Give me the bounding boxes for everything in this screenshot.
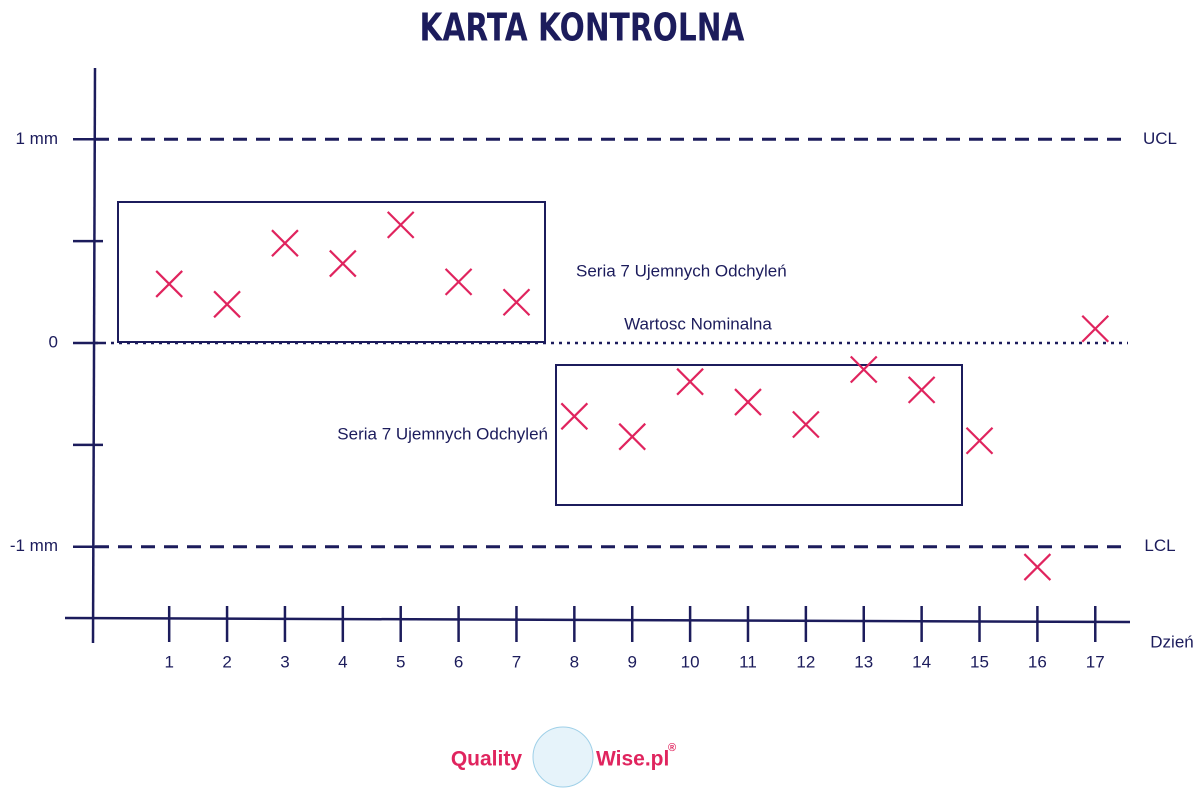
x-tick-label: 16 <box>1028 652 1047 671</box>
point <box>155 270 183 298</box>
logo-mark: ® <box>668 742 676 754</box>
x-tick-label: 15 <box>970 652 989 671</box>
x-axis-label: Dzień <box>1150 632 1193 651</box>
x-tick-label: 7 <box>512 652 521 671</box>
point <box>502 288 531 317</box>
point <box>386 211 415 239</box>
control-line-label: LCL <box>1144 536 1175 555</box>
point <box>907 376 936 404</box>
point <box>1023 553 1052 581</box>
control-line-label: UCL <box>1143 129 1177 148</box>
x-tick-label: 5 <box>396 652 405 671</box>
annotation: Seria 7 Ujemnych Odchyleń <box>337 424 548 443</box>
y-tick-label: 1 mm <box>16 129 59 148</box>
x-tick-label: 3 <box>280 652 289 671</box>
logo-left: Quality <box>451 748 523 771</box>
x-tick-label: 4 <box>338 652 347 671</box>
point <box>444 268 473 296</box>
y-tick-label: 0 <box>49 332 58 351</box>
x-tick-label: 6 <box>454 652 463 671</box>
annotation: Seria 7 Ujemnych Odchyleń <box>576 261 787 280</box>
point <box>560 402 589 431</box>
x-tick-label: 2 <box>222 652 231 671</box>
x-axis <box>64 616 1131 624</box>
x-tick-label: 13 <box>854 652 873 671</box>
x-tick-label: 9 <box>627 652 636 671</box>
point <box>618 422 647 451</box>
point <box>849 355 878 384</box>
logo-icon <box>532 726 594 788</box>
x-tick-label: 10 <box>681 652 700 671</box>
x-tick-label: 1 <box>164 652 173 671</box>
x-tick-label: 11 <box>739 652 757 671</box>
x-tick-label: 8 <box>570 652 579 671</box>
x-tick-label: 14 <box>912 652 931 671</box>
point <box>213 290 241 319</box>
point <box>271 229 299 257</box>
y-tick-label: -1 mm <box>10 536 58 555</box>
logo: Quality Wise.pl ® <box>451 726 676 788</box>
chart-title: KARTA KONTROLNA <box>420 6 745 51</box>
x-tick-label: 12 <box>796 652 815 671</box>
point <box>676 367 704 396</box>
annotation-box <box>117 201 546 343</box>
point <box>792 410 820 439</box>
logo-right: Wise.pl <box>596 748 669 771</box>
point <box>734 388 762 416</box>
y-axis <box>91 67 97 644</box>
point <box>329 249 357 278</box>
x-tick-label: 17 <box>1086 652 1105 671</box>
annotation-box <box>555 364 963 506</box>
control-line-label: Wartosc Nominalna <box>624 314 772 333</box>
point <box>965 427 994 455</box>
point <box>1081 314 1110 343</box>
